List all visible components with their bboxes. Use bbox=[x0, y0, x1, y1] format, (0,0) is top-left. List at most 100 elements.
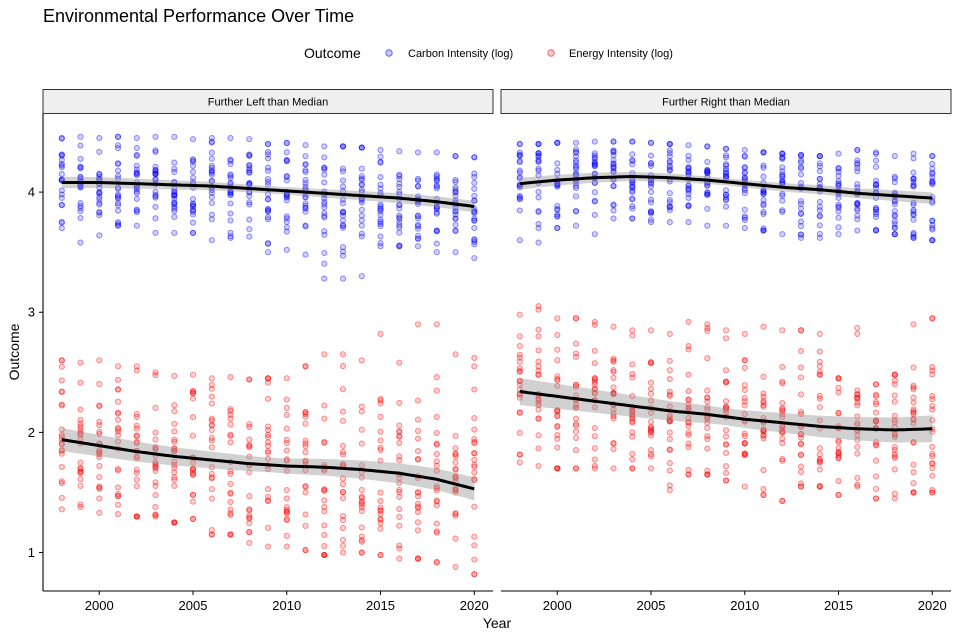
point-energy bbox=[835, 478, 842, 485]
point-carbon bbox=[246, 165, 253, 172]
point-energy bbox=[152, 444, 159, 451]
point-carbon bbox=[535, 150, 542, 157]
point-carbon bbox=[339, 252, 347, 259]
point-carbon bbox=[741, 185, 748, 192]
point-energy bbox=[741, 440, 748, 447]
point-energy bbox=[572, 404, 580, 411]
point-energy bbox=[358, 494, 365, 501]
point-carbon bbox=[264, 208, 272, 215]
point-energy bbox=[189, 388, 197, 395]
point-energy bbox=[629, 393, 636, 400]
point-energy bbox=[171, 447, 178, 455]
point-energy bbox=[414, 448, 422, 455]
point-energy bbox=[358, 537, 365, 544]
point-carbon bbox=[227, 134, 234, 142]
point-carbon bbox=[910, 212, 917, 219]
point-carbon bbox=[666, 167, 673, 174]
point-energy bbox=[554, 346, 561, 353]
point-carbon bbox=[554, 139, 561, 146]
point-carbon bbox=[647, 162, 655, 169]
point-carbon bbox=[910, 201, 917, 208]
point-energy bbox=[283, 508, 290, 516]
point-energy bbox=[929, 472, 936, 479]
point-energy bbox=[414, 555, 422, 562]
point-carbon bbox=[58, 171, 65, 178]
point-carbon bbox=[704, 158, 711, 165]
point-carbon bbox=[629, 215, 636, 222]
point-energy bbox=[377, 457, 384, 464]
point-carbon bbox=[872, 157, 880, 164]
point-carbon bbox=[872, 227, 880, 234]
point-carbon bbox=[704, 167, 711, 174]
point-carbon bbox=[685, 182, 692, 189]
point-carbon bbox=[58, 201, 65, 208]
point-energy bbox=[189, 371, 197, 378]
point-carbon bbox=[302, 142, 309, 149]
point-energy bbox=[554, 408, 561, 415]
point-energy bbox=[666, 391, 673, 398]
point-energy bbox=[929, 489, 936, 496]
point-energy bbox=[96, 357, 103, 364]
point-energy bbox=[189, 459, 197, 466]
point-energy bbox=[610, 415, 617, 422]
point-carbon bbox=[171, 192, 178, 199]
point-energy bbox=[133, 466, 140, 473]
point-carbon bbox=[246, 152, 253, 159]
point-energy bbox=[835, 438, 842, 446]
point-carbon bbox=[339, 143, 347, 150]
point-energy bbox=[629, 408, 636, 415]
point-carbon bbox=[929, 174, 936, 181]
point-energy bbox=[872, 418, 880, 425]
point-energy bbox=[377, 551, 384, 559]
point-energy bbox=[264, 375, 272, 382]
x-tick-label: 2000 bbox=[85, 598, 114, 613]
point-carbon bbox=[929, 237, 936, 244]
point-energy bbox=[58, 388, 65, 395]
point-energy bbox=[414, 504, 422, 511]
point-carbon bbox=[58, 187, 65, 194]
point-energy bbox=[816, 456, 823, 463]
point-energy bbox=[77, 465, 84, 472]
point-energy bbox=[264, 375, 272, 382]
point-energy bbox=[666, 446, 673, 454]
point-energy bbox=[572, 315, 580, 322]
point-energy bbox=[535, 399, 542, 406]
point-carbon bbox=[891, 173, 898, 180]
point-carbon bbox=[189, 156, 197, 163]
point-carbon bbox=[516, 184, 523, 191]
point-energy bbox=[133, 411, 140, 418]
point-carbon bbox=[114, 195, 122, 202]
point-carbon bbox=[666, 147, 673, 154]
point-carbon bbox=[629, 184, 636, 191]
point-carbon bbox=[283, 173, 290, 181]
point-energy bbox=[452, 432, 459, 439]
point-carbon bbox=[741, 168, 748, 175]
point-carbon bbox=[872, 206, 880, 213]
point-carbon bbox=[910, 183, 917, 190]
point-energy bbox=[114, 398, 122, 405]
point-carbon bbox=[760, 227, 767, 234]
point-energy bbox=[816, 395, 823, 402]
point-energy bbox=[377, 489, 384, 496]
point-carbon bbox=[779, 171, 786, 178]
point-carbon bbox=[283, 156, 290, 163]
point-energy bbox=[647, 423, 655, 430]
point-energy bbox=[591, 375, 598, 382]
point-energy bbox=[704, 404, 711, 411]
point-energy bbox=[171, 436, 178, 443]
point-carbon bbox=[414, 232, 422, 239]
point-carbon bbox=[554, 206, 561, 214]
point-carbon bbox=[471, 255, 478, 262]
point-energy bbox=[835, 375, 842, 382]
point-carbon bbox=[152, 168, 159, 175]
point-carbon bbox=[535, 239, 542, 246]
point-carbon bbox=[452, 208, 459, 215]
point-energy bbox=[929, 489, 936, 496]
point-carbon bbox=[760, 149, 767, 156]
point-energy bbox=[554, 382, 561, 390]
point-energy bbox=[96, 428, 103, 435]
point-carbon bbox=[835, 164, 842, 171]
point-carbon bbox=[58, 194, 65, 201]
point-carbon bbox=[377, 181, 384, 188]
point-carbon bbox=[760, 225, 767, 232]
